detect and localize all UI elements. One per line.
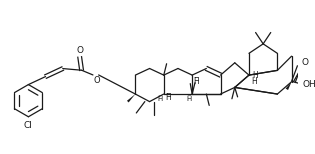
- Polygon shape: [127, 94, 135, 102]
- Text: H̅: H̅: [166, 93, 171, 102]
- Text: H: H: [251, 77, 257, 86]
- Text: H̅: H̅: [186, 96, 191, 102]
- Text: O: O: [94, 76, 100, 85]
- Text: OH: OH: [303, 80, 315, 89]
- Polygon shape: [286, 82, 292, 90]
- Text: O: O: [302, 58, 309, 67]
- Text: H̅: H̅: [193, 77, 199, 86]
- Text: H: H: [252, 71, 258, 80]
- Text: H̅: H̅: [158, 96, 163, 102]
- Text: O: O: [76, 46, 83, 55]
- Text: Cl: Cl: [24, 121, 33, 130]
